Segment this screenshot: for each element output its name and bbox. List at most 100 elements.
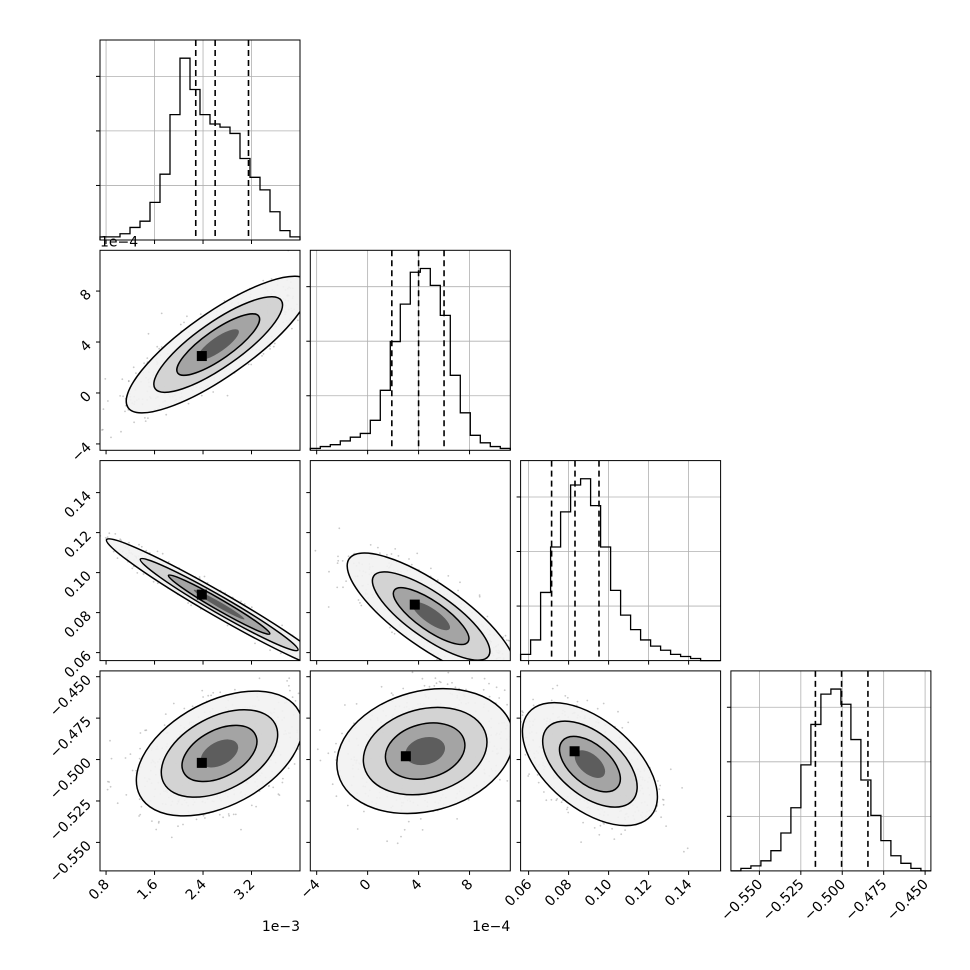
sample-point	[330, 662, 332, 664]
sample-point	[302, 268, 304, 270]
sample-point	[164, 713, 167, 715]
sample-point	[496, 666, 498, 668]
sample-point	[147, 332, 150, 335]
sample-point	[331, 783, 334, 786]
sample-point	[488, 682, 490, 685]
sample-point	[108, 532, 111, 535]
histogram-frame	[520, 460, 722, 662]
sample-point	[297, 692, 300, 695]
sample-point	[355, 703, 358, 705]
sample-point	[304, 655, 306, 657]
sample-point	[110, 436, 112, 439]
sample-point	[313, 662, 315, 664]
sample-point	[505, 639, 508, 641]
sample-point	[545, 799, 548, 802]
sample-point	[464, 666, 466, 668]
density-contour	[200, 739, 239, 768]
sample-point	[116, 802, 119, 805]
sample-point	[65, 518, 67, 520]
sample-point	[335, 742, 337, 745]
sample-point	[388, 667, 390, 669]
sample-point	[512, 760, 514, 762]
sample-point	[109, 785, 112, 788]
sample-point	[222, 816, 225, 819]
sample-point	[484, 662, 486, 664]
sample-point	[128, 541, 130, 544]
sample-point	[307, 654, 309, 656]
sample-point	[357, 599, 360, 601]
sample-point	[304, 718, 306, 720]
histogram-panel-0	[96, 39, 301, 244]
sample-point	[163, 724, 166, 726]
sample-point	[459, 581, 461, 584]
histogram-panel-1	[306, 249, 511, 455]
sample-point	[498, 697, 501, 699]
sample-point	[295, 662, 297, 664]
sample-point	[305, 275, 307, 277]
sample-point	[136, 572, 139, 574]
sample-point	[454, 664, 456, 666]
sample-point	[98, 528, 100, 530]
sample-point	[278, 794, 281, 796]
density-contour	[197, 329, 239, 360]
sample-point	[301, 655, 303, 657]
sample-point	[226, 394, 229, 397]
sample-point	[204, 817, 206, 819]
sample-point	[556, 684, 559, 687]
sample-point	[198, 576, 201, 578]
sample-point	[104, 378, 107, 380]
sample-point	[144, 420, 147, 422]
sample-point	[308, 656, 310, 658]
sample-point	[603, 823, 605, 825]
sample-point	[419, 818, 422, 820]
sample-point	[302, 655, 304, 657]
scatter-panel-2-3	[512, 670, 722, 875]
sample-point	[119, 395, 121, 397]
sample-point	[495, 686, 498, 689]
sample-point	[62, 522, 64, 524]
panel-frame	[99, 249, 301, 451]
sample-point	[512, 739, 514, 741]
sample-point	[515, 666, 517, 668]
sample-point	[475, 664, 477, 666]
sample-point	[156, 550, 159, 553]
sample-point	[144, 417, 146, 419]
sample-point	[145, 549, 148, 552]
sample-point	[454, 666, 456, 668]
sample-point	[308, 699, 310, 701]
sample-point	[289, 689, 291, 692]
sample-point	[179, 323, 182, 326]
sample-point	[101, 429, 103, 431]
sample-point	[486, 615, 489, 618]
sample-point	[304, 655, 306, 657]
sample-point	[131, 769, 134, 772]
sample-point	[301, 652, 303, 654]
sample-point	[471, 677, 473, 679]
sample-point	[335, 795, 338, 798]
sample-point	[518, 678, 520, 680]
sample-point	[447, 575, 450, 577]
sample-point	[532, 704, 535, 707]
histogram-background	[100, 40, 300, 240]
histogram-panel-2	[516, 460, 722, 665]
sample-point	[386, 553, 388, 556]
sample-point	[438, 680, 441, 683]
sample-point	[54, 500, 56, 502]
sample-point	[202, 696, 205, 698]
sample-point	[488, 695, 491, 698]
sample-point	[183, 321, 185, 324]
sample-point	[513, 737, 515, 739]
sample-point	[200, 394, 203, 397]
sample-point	[93, 522, 95, 524]
sample-point	[142, 573, 145, 575]
histogram-step	[519, 478, 721, 662]
sample-point	[122, 395, 124, 398]
sample-point	[226, 624, 229, 627]
sample-point	[333, 667, 335, 669]
sample-point	[341, 560, 344, 562]
density-peak	[196, 351, 207, 362]
sample-point	[297, 662, 299, 664]
sample-point	[356, 828, 359, 830]
scatter-panel-1-2	[306, 460, 520, 680]
sample-point	[334, 751, 336, 753]
